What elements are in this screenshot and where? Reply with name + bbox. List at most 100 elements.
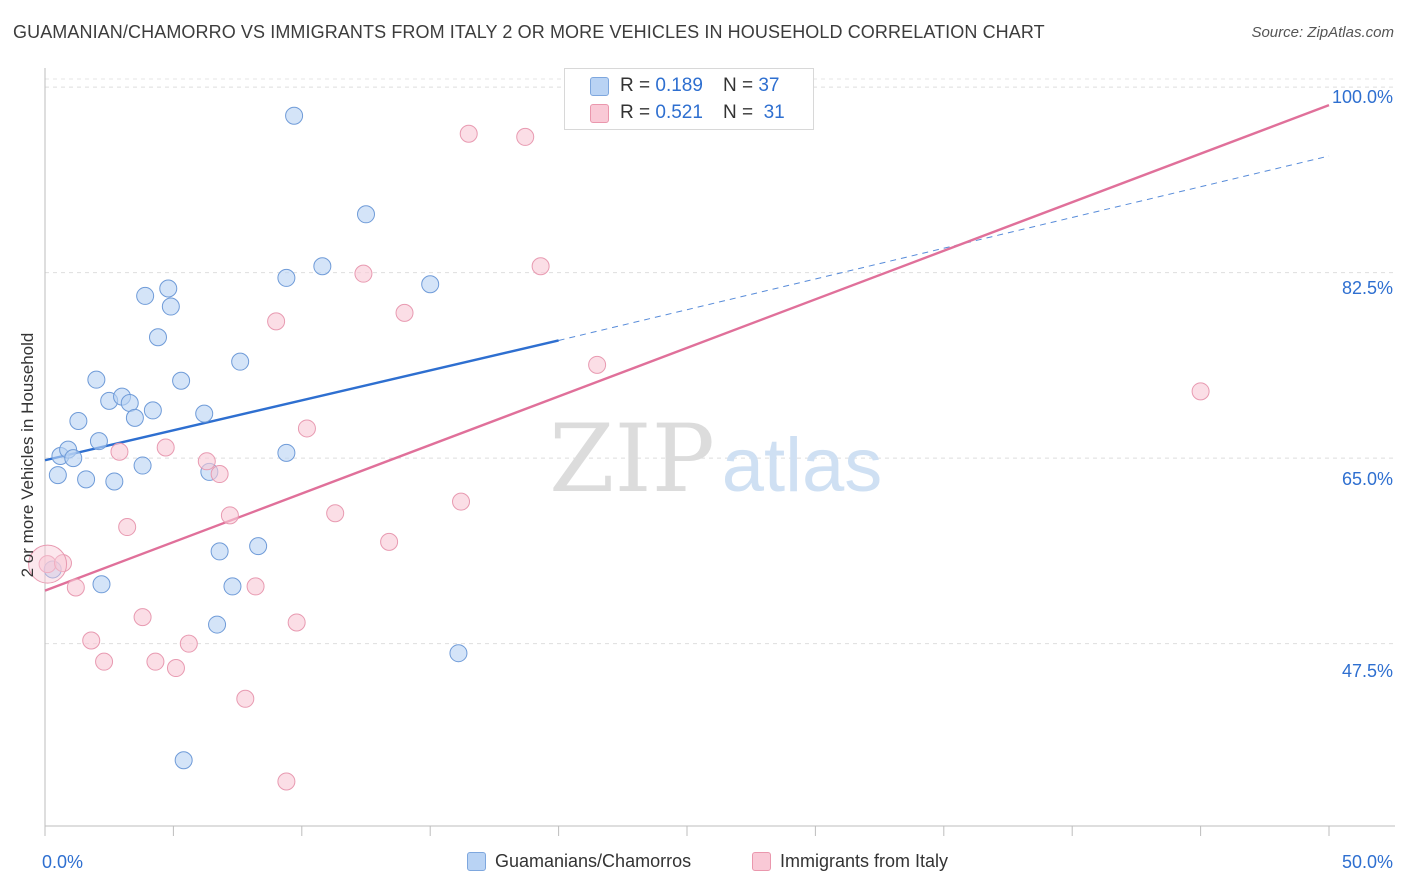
point-italy (395, 303, 414, 322)
point-italy (277, 772, 296, 791)
point-guamanian (249, 537, 268, 556)
point-guamanian (421, 275, 440, 294)
stats-row-italy: R = 0.521 N = 31 (590, 102, 785, 124)
y-tick-label: 82.5% (1341, 278, 1393, 298)
point-italy (452, 492, 471, 511)
r-label: R = (620, 102, 651, 123)
point-guamanian (172, 371, 191, 390)
point-guamanian (195, 404, 214, 423)
watermark-atlas: atlas (722, 423, 883, 508)
pink-swatch (590, 103, 609, 123)
trend-line (558, 155, 1330, 341)
n-value: 31 (763, 102, 785, 123)
point-italy (133, 608, 152, 627)
axes (44, 68, 1395, 836)
point-guamanian (87, 370, 106, 389)
r-label: R = (620, 75, 651, 96)
source-note: Source: ZipAtlas.com (1251, 24, 1394, 41)
blue-swatch (590, 76, 609, 96)
point-italy (246, 577, 265, 596)
point-guamanian (210, 542, 229, 561)
legend-label: Guamanians/Chamorros (495, 851, 692, 871)
point-guamanian (48, 466, 67, 485)
n-value: 37 (758, 75, 780, 96)
point-italy-large (28, 544, 68, 584)
point-italy (236, 689, 255, 708)
blue-swatch (467, 852, 486, 871)
point-guamanian (69, 412, 88, 431)
legend-item-guamanians[interactable]: Guamanians/Chamorros (467, 851, 691, 872)
point-italy (110, 442, 129, 461)
point-guamanian (277, 268, 296, 287)
x-axis-min-label: 0.0% (42, 852, 84, 872)
r-value: 0.521 (655, 102, 703, 123)
point-italy (287, 613, 306, 632)
point-guamanian (285, 106, 304, 125)
point-guamanian (208, 615, 227, 634)
legend-item-italy[interactable]: Immigrants from Italy (752, 851, 948, 872)
x-axis-max-label: 50.0% (1341, 852, 1393, 872)
data-points (28, 106, 1210, 791)
watermark-zip: ZIP (549, 405, 715, 514)
y-tick-label: 47.5% (1341, 661, 1393, 681)
point-italy (197, 452, 216, 471)
point-italy (588, 355, 607, 374)
point-guamanian (231, 352, 250, 371)
stats-row-guamanian: R = 0.189 N = 37 (590, 75, 779, 97)
point-guamanian (174, 751, 193, 770)
pink-swatch (752, 852, 771, 871)
n-label: N = (722, 75, 754, 96)
point-italy (516, 127, 535, 146)
point-italy (156, 438, 175, 457)
watermark: ZIP atlas (549, 405, 882, 514)
point-italy (66, 578, 85, 597)
point-italy (95, 652, 114, 671)
point-guamanian (357, 205, 375, 224)
point-italy (146, 652, 165, 671)
point-italy (380, 532, 399, 551)
point-guamanian (125, 408, 144, 427)
point-guamanian (449, 644, 468, 663)
point-guamanian (143, 401, 162, 420)
point-guamanian (133, 456, 152, 475)
point-italy (354, 264, 373, 283)
legend-label: Immigrants from Italy (780, 851, 949, 871)
point-guamanian (136, 286, 155, 305)
y-tick-label: 100.0% (1331, 87, 1393, 107)
point-guamanian (105, 472, 124, 491)
point-guamanian (161, 297, 180, 316)
point-italy (82, 631, 101, 650)
point-italy (1191, 382, 1210, 401)
stats-legend: R = 0.189 N = 37 R = 0.521 N = 31 (564, 68, 814, 130)
point-guamanian (159, 279, 178, 298)
point-italy (326, 504, 345, 523)
point-guamanian (223, 577, 242, 596)
point-italy (220, 506, 239, 525)
point-italy (53, 554, 72, 573)
point-italy (118, 518, 137, 537)
point-guamanian (277, 443, 296, 462)
point-italy (531, 257, 550, 276)
y-axis-label: 2 or more Vehicles in Household (18, 332, 37, 578)
point-guamanian (92, 575, 111, 594)
point-guamanian (64, 449, 83, 468)
point-italy (166, 659, 185, 678)
point-italy (297, 419, 316, 438)
n-label: N = (722, 102, 754, 123)
r-value: 0.189 (655, 75, 703, 96)
series-legend: Guamanians/Chamorros Immigrants from Ita… (0, 851, 1406, 877)
point-guamanian (77, 470, 96, 489)
point-italy (179, 634, 198, 653)
trend-line (44, 339, 559, 462)
point-guamanian (89, 432, 108, 451)
point-guamanian (313, 257, 332, 276)
chart-title: GUAMANIAN/CHAMORRO VS IMMIGRANTS FROM IT… (13, 22, 1045, 42)
point-italy (267, 312, 286, 331)
point-italy (210, 465, 229, 484)
trend-line (44, 103, 1330, 592)
point-guamanian (148, 328, 167, 347)
y-tick-label: 65.0% (1341, 469, 1393, 489)
trend-lines (44, 103, 1330, 592)
point-italy (459, 124, 478, 143)
